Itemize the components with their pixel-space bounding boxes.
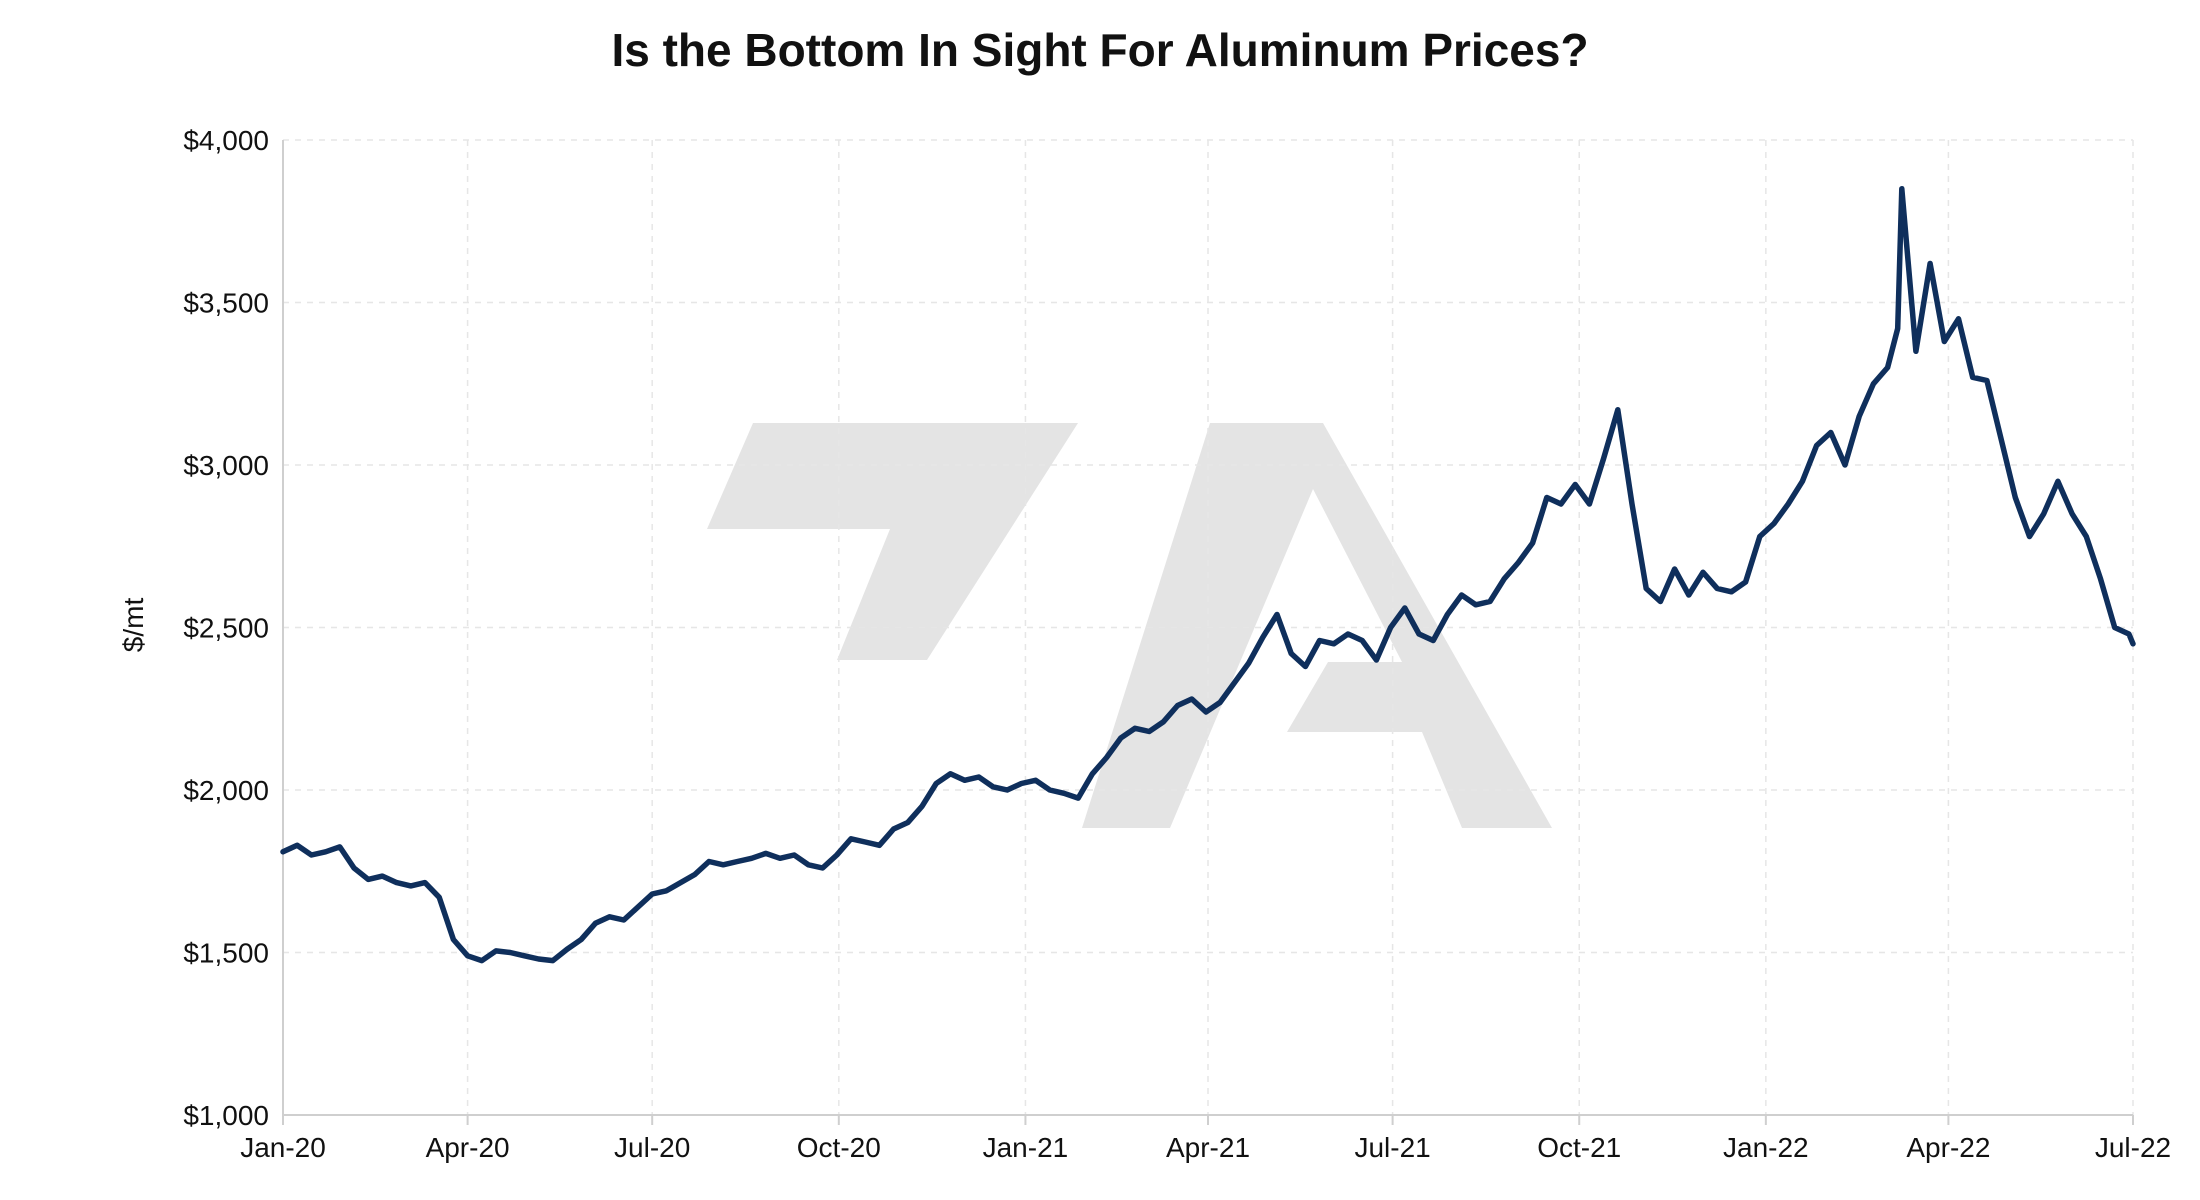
axes [282, 140, 2134, 1125]
brand-watermark [707, 423, 1552, 828]
y-tick-label: $1,500 [183, 938, 269, 969]
x-tick-label: Apr-22 [1906, 1132, 1990, 1163]
chart-title: Is the Bottom In Sight For Aluminum Pric… [611, 24, 1588, 76]
series-layer [280, 186, 2136, 964]
x-tick-label: Jul-21 [1354, 1132, 1430, 1163]
grid [283, 139, 2134, 1115]
y-tick-label: $3,500 [183, 288, 269, 319]
x-tick-label: Jul-20 [614, 1132, 690, 1163]
y-tick-label: $1,000 [183, 1100, 269, 1131]
y-tick-label: $3,000 [183, 450, 269, 481]
y-tick-label: $2,500 [183, 613, 269, 644]
tick-labels: $1,000 $1,500 $2,000 $2,500 $3,000 $3,500 $4,0… [183, 125, 2171, 1163]
y-tick-label: $4,000 [183, 125, 269, 156]
x-tick-label: Apr-20 [426, 1132, 510, 1163]
x-tick-label: Jan-22 [1723, 1132, 1809, 1163]
y-tick-label: $2,000 [183, 775, 269, 806]
y-axis-label: $/mt [118, 598, 149, 653]
price-series-line [280, 186, 2136, 964]
x-tick-label: Oct-20 [797, 1132, 881, 1163]
watermark-left-shape [707, 423, 1078, 660]
x-tick-label: Jan-20 [240, 1132, 326, 1163]
watermark-right-shape [1082, 423, 1552, 828]
x-tick-label: Jan-21 [983, 1132, 1069, 1163]
x-tick-label: Oct-21 [1537, 1132, 1621, 1163]
x-tick-label: Jul-22 [2095, 1132, 2171, 1163]
x-tick-label: Apr-21 [1166, 1132, 1250, 1163]
